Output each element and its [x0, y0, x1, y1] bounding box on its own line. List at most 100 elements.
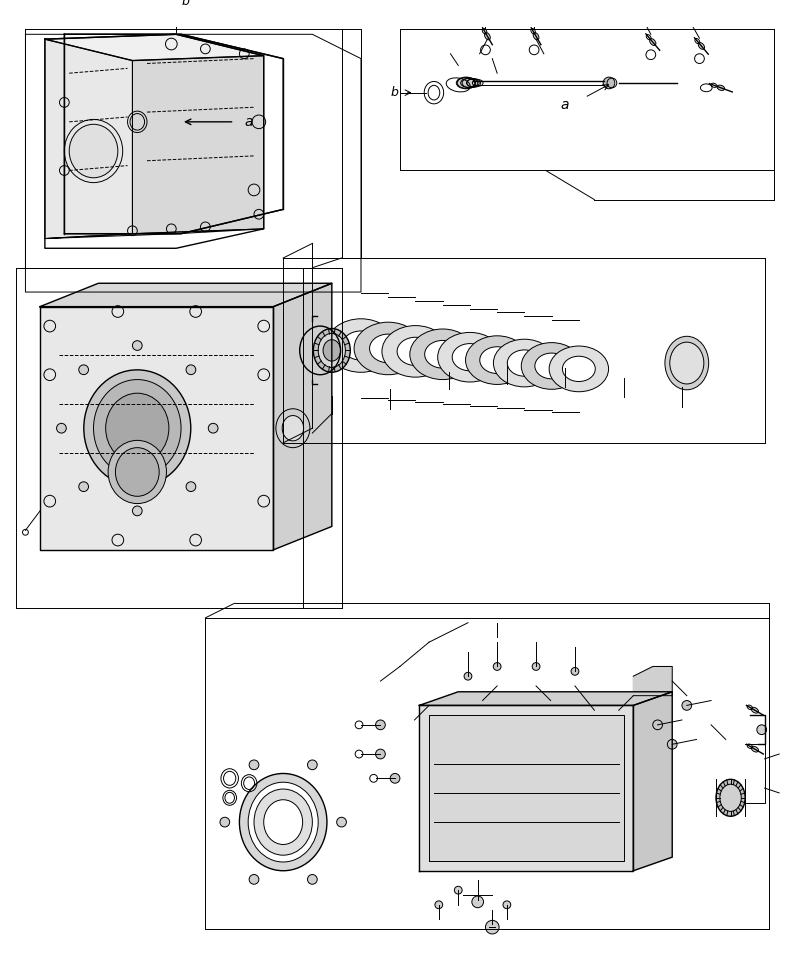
Ellipse shape [248, 782, 318, 862]
Polygon shape [419, 692, 672, 706]
Circle shape [375, 749, 385, 759]
Ellipse shape [466, 336, 529, 384]
Ellipse shape [354, 322, 422, 375]
Circle shape [472, 896, 484, 908]
Circle shape [653, 720, 662, 730]
Ellipse shape [452, 344, 488, 371]
Ellipse shape [717, 85, 725, 90]
Circle shape [132, 341, 142, 350]
Ellipse shape [342, 331, 380, 360]
Ellipse shape [720, 784, 741, 811]
Ellipse shape [282, 415, 303, 440]
Ellipse shape [716, 779, 745, 816]
Polygon shape [40, 284, 332, 307]
Circle shape [604, 840, 615, 852]
Ellipse shape [752, 746, 759, 752]
Ellipse shape [254, 789, 312, 855]
Ellipse shape [239, 773, 327, 871]
Circle shape [249, 760, 259, 770]
Ellipse shape [425, 341, 461, 368]
Ellipse shape [370, 334, 407, 363]
Ellipse shape [752, 708, 759, 713]
Circle shape [604, 724, 615, 736]
Circle shape [307, 760, 318, 770]
Circle shape [571, 668, 579, 676]
Text: b: b [181, 0, 189, 8]
Circle shape [532, 663, 540, 671]
Circle shape [520, 724, 532, 736]
Ellipse shape [397, 337, 434, 366]
Circle shape [78, 482, 89, 492]
Ellipse shape [485, 33, 490, 40]
Polygon shape [634, 692, 672, 871]
Circle shape [520, 840, 532, 852]
Polygon shape [132, 56, 264, 233]
Ellipse shape [649, 39, 656, 45]
Text: a: a [244, 115, 253, 129]
Circle shape [132, 506, 142, 516]
Ellipse shape [480, 347, 515, 374]
Ellipse shape [505, 762, 548, 814]
Ellipse shape [562, 356, 596, 381]
Polygon shape [419, 706, 634, 871]
Ellipse shape [84, 370, 191, 487]
Ellipse shape [69, 124, 118, 178]
Polygon shape [273, 284, 332, 550]
Ellipse shape [670, 342, 704, 384]
Circle shape [464, 673, 472, 681]
Polygon shape [45, 34, 264, 61]
Circle shape [485, 921, 499, 934]
Ellipse shape [323, 340, 341, 361]
Ellipse shape [93, 379, 181, 477]
Circle shape [186, 365, 196, 375]
Ellipse shape [264, 800, 303, 844]
Circle shape [455, 887, 463, 894]
Ellipse shape [109, 440, 166, 503]
Ellipse shape [604, 77, 615, 89]
Ellipse shape [699, 43, 705, 49]
Polygon shape [634, 667, 672, 696]
Circle shape [56, 423, 67, 433]
Circle shape [682, 701, 691, 711]
Ellipse shape [497, 754, 555, 822]
Ellipse shape [409, 329, 475, 379]
Circle shape [186, 482, 196, 492]
Circle shape [438, 724, 450, 736]
Ellipse shape [116, 447, 159, 497]
Circle shape [435, 901, 443, 909]
Circle shape [220, 817, 230, 827]
Text: a: a [561, 99, 569, 112]
Ellipse shape [665, 336, 709, 390]
Circle shape [337, 817, 346, 827]
Ellipse shape [533, 33, 539, 40]
Circle shape [438, 840, 450, 852]
Circle shape [78, 365, 89, 375]
Ellipse shape [535, 353, 569, 378]
Circle shape [668, 740, 677, 749]
Ellipse shape [438, 332, 502, 382]
Ellipse shape [318, 333, 345, 368]
Ellipse shape [382, 325, 449, 378]
Ellipse shape [508, 349, 542, 377]
Circle shape [757, 725, 767, 735]
Ellipse shape [326, 318, 396, 373]
Polygon shape [45, 39, 132, 238]
Circle shape [171, 12, 181, 21]
Circle shape [390, 773, 400, 783]
Ellipse shape [105, 393, 169, 464]
Circle shape [375, 720, 385, 730]
Polygon shape [40, 307, 273, 550]
Ellipse shape [521, 343, 582, 389]
Polygon shape [429, 715, 623, 861]
Circle shape [503, 901, 511, 909]
Text: b: b [390, 86, 398, 99]
Circle shape [493, 663, 501, 671]
Ellipse shape [314, 328, 350, 373]
Ellipse shape [493, 339, 555, 387]
Ellipse shape [456, 77, 476, 89]
Circle shape [307, 874, 318, 884]
Circle shape [208, 423, 218, 433]
Ellipse shape [549, 346, 608, 392]
Polygon shape [45, 228, 264, 238]
Circle shape [249, 874, 259, 884]
